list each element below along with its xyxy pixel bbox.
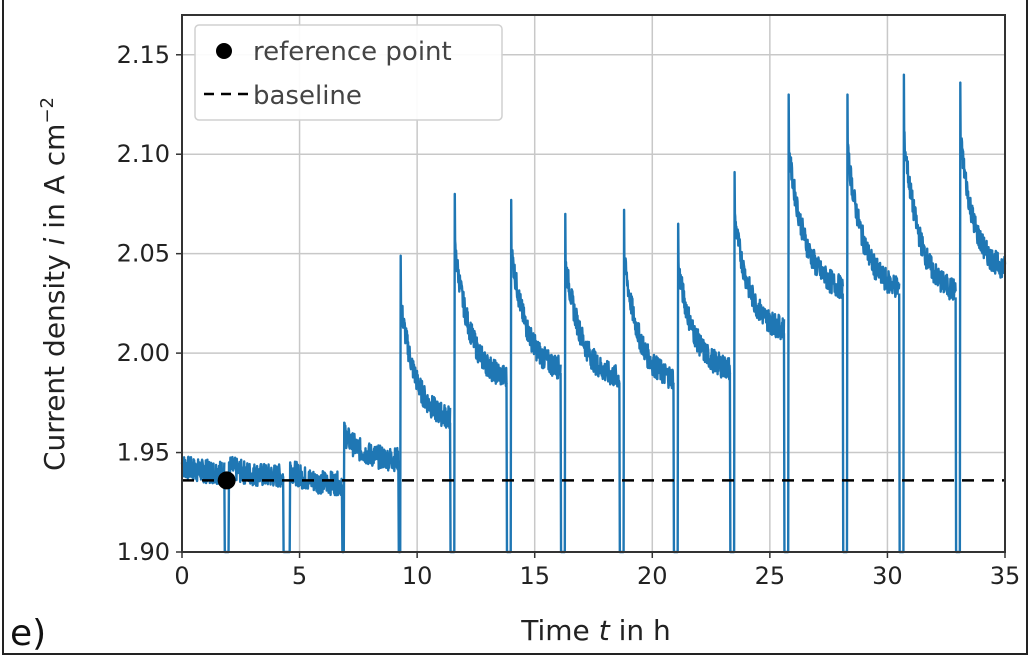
ticks: 0 5 10 15 20 25 30 35 1.90 1.95 2.00 2.05 2.10 2.15 xyxy=(117,41,1021,590)
panel-label: e) xyxy=(10,613,46,654)
series-segment xyxy=(340,421,400,554)
y-tick-label: 1.95 xyxy=(117,439,170,467)
y-tick-label: 2.05 xyxy=(117,240,170,268)
legend-box xyxy=(194,24,503,121)
series-segment xyxy=(618,208,675,554)
series-segment xyxy=(841,93,901,554)
y-tick-label: 1.90 xyxy=(117,538,170,566)
series-segment xyxy=(223,455,285,554)
legend: reference point baseline xyxy=(194,24,503,121)
legend-baseline-label: baseline xyxy=(253,81,362,111)
series-segment xyxy=(281,460,343,554)
series-segment xyxy=(897,73,957,554)
x-tick-label: 25 xyxy=(755,562,786,590)
y-tick-label: 2.00 xyxy=(117,339,170,367)
series-segment xyxy=(954,81,1007,554)
plot-border xyxy=(181,14,1006,553)
series-segment xyxy=(505,198,562,554)
series-current-density xyxy=(180,73,1007,554)
legend-reference-label: reference point xyxy=(253,37,452,67)
x-tick-label: 15 xyxy=(519,562,550,590)
y-tick-label: 2.15 xyxy=(117,41,170,69)
series-segment xyxy=(397,254,452,554)
x-tick-label: 5 xyxy=(292,562,307,590)
legend-reference-marker xyxy=(216,43,232,59)
x-tick-label: 20 xyxy=(637,562,668,590)
series-segment xyxy=(448,192,508,554)
x-tick-label: 30 xyxy=(872,562,903,590)
series-segment xyxy=(559,212,621,554)
reference-point-group xyxy=(217,471,236,490)
y-tick-label: 2.10 xyxy=(117,140,170,168)
series-segment xyxy=(180,455,226,485)
x-tick-label: 10 xyxy=(402,562,433,590)
series-segment xyxy=(782,93,844,554)
x-axis-label: Time t in h xyxy=(520,614,671,647)
series-segment xyxy=(728,170,786,554)
series-segment xyxy=(672,222,732,554)
reference-point-marker xyxy=(217,471,236,490)
x-tick-label: 35 xyxy=(990,562,1021,590)
y-axis-label: Current density i in A cm−2 xyxy=(37,97,71,471)
x-tick-label: 0 xyxy=(174,562,189,590)
